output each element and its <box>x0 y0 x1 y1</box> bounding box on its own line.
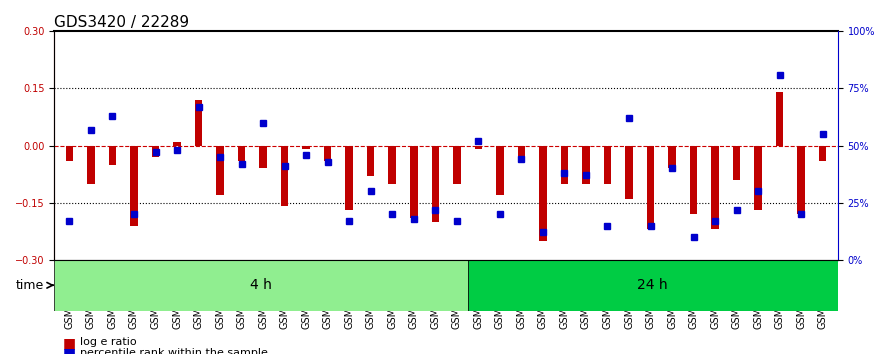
Bar <box>582 145 590 184</box>
Bar <box>367 145 375 176</box>
Bar <box>539 145 546 241</box>
Bar <box>668 145 676 169</box>
Bar <box>647 145 654 229</box>
Bar <box>732 145 740 180</box>
FancyBboxPatch shape <box>54 260 468 311</box>
Bar <box>755 145 762 210</box>
Bar <box>345 145 353 210</box>
Bar <box>603 145 611 184</box>
Text: log e ratio: log e ratio <box>80 337 137 347</box>
Text: ■: ■ <box>62 336 76 350</box>
Bar <box>109 145 117 165</box>
Bar <box>389 145 396 184</box>
Bar <box>626 145 633 199</box>
Bar <box>87 145 94 184</box>
Bar <box>561 145 568 184</box>
Bar <box>474 145 482 149</box>
Bar <box>819 145 827 161</box>
Bar <box>238 145 246 161</box>
Text: ■: ■ <box>62 347 76 354</box>
Bar <box>174 142 181 145</box>
Text: percentile rank within the sample: percentile rank within the sample <box>80 348 268 354</box>
FancyBboxPatch shape <box>468 260 837 311</box>
Bar <box>281 145 288 206</box>
Bar <box>216 145 224 195</box>
Bar <box>324 145 331 161</box>
Bar <box>410 145 417 218</box>
Bar <box>151 145 159 157</box>
Bar <box>496 145 504 195</box>
Bar <box>259 145 267 169</box>
Bar <box>518 145 525 161</box>
Text: GDS3420 / 22289: GDS3420 / 22289 <box>54 15 190 30</box>
Bar <box>797 145 805 214</box>
Bar <box>303 145 310 149</box>
Bar <box>130 145 138 225</box>
Text: time: time <box>15 279 44 292</box>
Bar <box>195 100 202 145</box>
Bar <box>66 145 73 161</box>
Bar <box>711 145 719 229</box>
Bar <box>453 145 461 184</box>
Text: 24 h: 24 h <box>637 278 668 292</box>
Bar <box>776 92 783 145</box>
Bar <box>432 145 439 222</box>
Bar <box>690 145 698 214</box>
Text: 4 h: 4 h <box>250 278 272 292</box>
